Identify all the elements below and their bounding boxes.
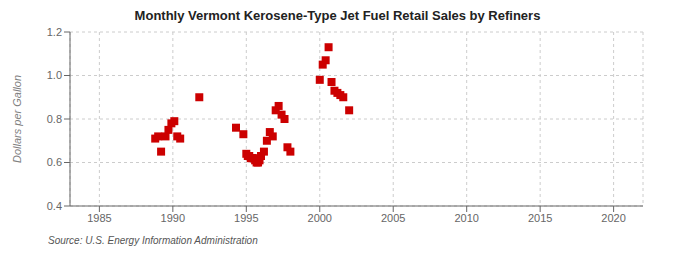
svg-text:1.2: 1.2 xyxy=(47,26,62,38)
svg-text:0.8: 0.8 xyxy=(47,113,62,125)
svg-text:1990: 1990 xyxy=(161,212,185,224)
svg-text:0.4: 0.4 xyxy=(47,200,62,212)
svg-text:1995: 1995 xyxy=(234,212,258,224)
html-text:Monthly Vermont Kerosene-Type: Monthly Vermont Kerosene-Type Jet Fuel R… xyxy=(134,8,541,23)
svg-text:2015: 2015 xyxy=(528,212,552,224)
svg-text:2005: 2005 xyxy=(381,212,405,224)
svg-text:2010: 2010 xyxy=(454,212,478,224)
svg-text:0.6: 0.6 xyxy=(47,156,62,168)
svg-text:1.0: 1.0 xyxy=(47,69,62,81)
svg-text:2000: 2000 xyxy=(308,212,332,224)
html-text:Source: U.S. Energy Informatio: Source: U.S. Energy Information Administ… xyxy=(48,235,258,246)
svg-text:2020: 2020 xyxy=(601,212,625,224)
svg-text:1985: 1985 xyxy=(87,212,111,224)
svg-text:Dollars per Gallon: Dollars per Gallon xyxy=(11,75,23,163)
